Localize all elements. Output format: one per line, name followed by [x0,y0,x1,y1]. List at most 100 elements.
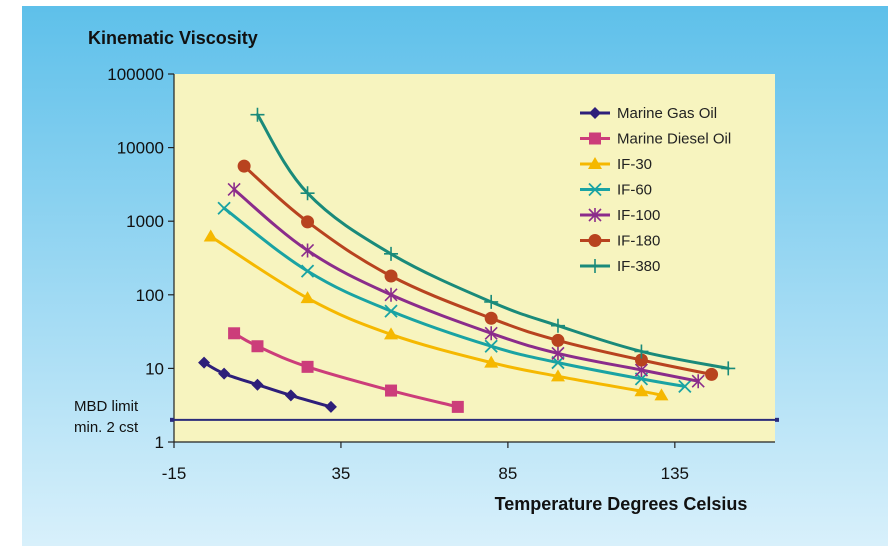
chart-title: Kinematic Viscosity [88,28,258,48]
legend-label: Marine Diesel Oil [617,131,731,148]
square-marker-shape [385,384,398,397]
data-point-if-30 [634,384,649,397]
diamond-marker-shape [251,378,264,391]
circle-marker-shape [705,367,719,381]
square-marker-shape [228,327,241,340]
data-point-if-30 [300,291,315,304]
data-point-if-60 [551,355,565,370]
data-point-if-380 [300,186,315,201]
data-point-if-60 [484,339,498,353]
mbd-limit-endpoint [775,417,779,422]
star-marker-shape [300,243,315,258]
star-marker-shape [691,374,705,389]
circle-marker-shape [237,159,251,173]
plus-marker-shape [634,344,649,359]
series-if-100 [227,182,705,389]
legend-item-if-380: IF-380 [580,258,660,275]
data-point-if-380 [634,344,649,359]
star-marker-shape [551,346,565,361]
data-point-if-380 [721,361,736,376]
data-point-if-100 [300,243,315,258]
square-marker-shape [589,132,601,145]
data-point-if-60 [300,264,315,278]
legend-marker [588,234,602,247]
square-marker-shape [301,360,314,373]
x-tick-label: -15 [162,464,187,483]
series-if-180 [237,159,719,381]
data-point-if-30 [203,229,218,242]
mbd-limit-sublabel: min. 2 cst [74,419,139,436]
data-point-marine-diesel-oil [251,340,264,353]
legend-label: IF-60 [617,182,652,199]
series-if-380 [250,107,736,376]
plot-area [174,74,775,442]
legend-label: IF-180 [617,233,660,250]
legend: Marine Gas Oil Marine Diesel Oil IF-30 IF-6… [580,105,731,275]
data-point-if-100 [551,346,565,361]
data-point-if-30 [654,388,669,401]
data-point-marine-gas-oil [284,389,297,402]
y-tick-label: 10000 [117,139,164,158]
series-group [198,107,736,413]
triangle-marker-shape [484,355,499,368]
plus-marker-shape [550,318,565,333]
x-marker-shape [588,182,602,197]
legend-marker [589,107,601,119]
plus-marker-shape [484,294,499,309]
data-point-marine-gas-oil [218,367,231,380]
circle-marker-shape [634,353,648,367]
star-marker-shape [384,287,398,302]
x-marker-shape [217,201,231,215]
plus-marker-shape [300,186,315,201]
data-point-if-380 [484,294,499,309]
data-point-if-30 [550,369,565,382]
x-tick-label: 85 [498,464,517,483]
data-point-if-380 [250,107,265,122]
data-point-if-60 [384,304,398,318]
triangle-marker-shape [634,384,649,397]
star-marker-shape [484,326,498,341]
data-point-if-180 [705,367,719,381]
legend-item-if-180: IF-180 [580,233,660,250]
mbd-limit-endpoint [170,417,174,422]
legend-marker [588,157,602,169]
triangle-marker-shape [300,291,315,304]
legend-marker [588,259,602,273]
circle-marker-shape [484,311,498,325]
legend-item-marine-diesel-oil: Marine Diesel Oil [580,131,731,148]
star-marker-shape [227,182,241,197]
triangle-marker-shape [588,157,602,169]
triangle-marker-shape [550,369,565,382]
data-point-if-60 [678,379,692,394]
series-if-60 [217,201,692,394]
x-marker-shape [384,304,398,318]
axes: 1 10 100 1000 10000 100000 -15 35 85 135 [107,65,775,483]
data-point-if-100 [484,326,498,341]
diamond-marker-shape [324,400,337,413]
circle-marker-shape [384,269,398,283]
data-point-if-380 [384,246,399,261]
legend-item-marine-gas-oil: Marine Gas Oil [580,105,717,122]
y-tick-label: 10 [145,359,164,378]
legend-label: IF-380 [617,258,660,275]
legend-marker [588,208,602,222]
legend-label: Marine Gas Oil [617,105,717,122]
x-marker-shape [484,339,498,353]
data-point-if-100 [384,287,398,302]
legend-item-if-100: IF-100 [580,207,660,224]
y-tick-label: 100 [136,286,164,305]
star-marker-shape [588,208,602,222]
data-point-if-100 [227,182,241,197]
diamond-marker-shape [198,356,211,369]
x-marker-shape [551,355,565,370]
x-tick-label: 35 [331,464,350,483]
triangle-marker-shape [203,229,218,242]
x-tick-label: 135 [661,464,689,483]
data-point-if-60 [217,201,231,215]
series-if-30 [203,229,669,401]
triangle-marker-shape [384,327,399,340]
circle-marker-shape [588,234,602,247]
legend-label: IF-30 [617,156,652,173]
data-point-if-180 [634,353,648,367]
